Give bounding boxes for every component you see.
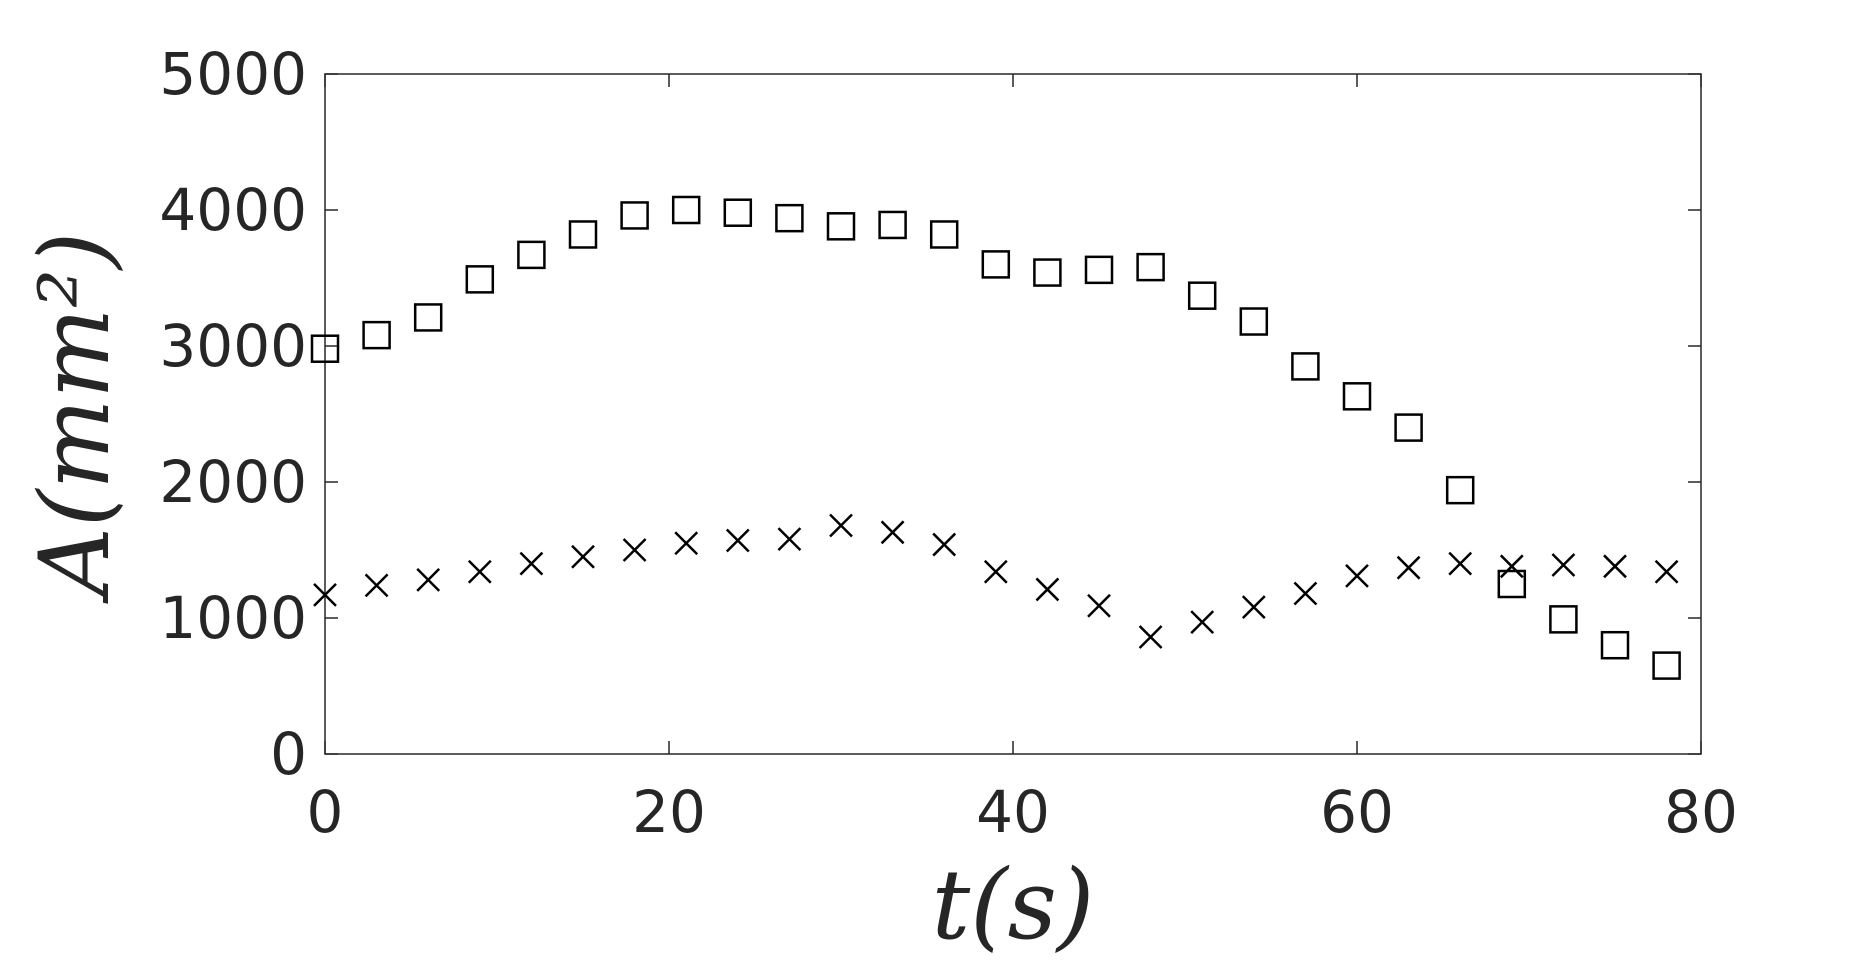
x-tick-label: 0 (307, 778, 344, 846)
series-x-markers (313, 513, 1679, 649)
y-tick-label: 3000 (159, 312, 307, 380)
data-point-square (1497, 569, 1527, 599)
data-point-square (1291, 352, 1320, 381)
data-point-square (1136, 252, 1165, 282)
y-tick-label: 0 (270, 720, 307, 788)
data-point-square (1239, 307, 1269, 336)
data-point-x (1345, 563, 1369, 588)
data-point-square (620, 201, 649, 230)
data-point-square (981, 250, 1011, 279)
data-point-square (517, 240, 546, 270)
data-point-square (1342, 382, 1372, 411)
data-point-x (1654, 559, 1679, 584)
data-point-x (313, 582, 337, 607)
y-tick-label: 2000 (159, 448, 307, 516)
data-point-x (1448, 551, 1473, 576)
data-point-square (878, 210, 907, 240)
data-point-x (467, 559, 492, 584)
x-axis-label: t(s) (932, 849, 1095, 961)
data-point-x (622, 538, 647, 562)
data-point-x (880, 520, 905, 545)
data-point-x (674, 531, 699, 556)
y-tick-label: 4000 (159, 176, 307, 244)
data-point-x (1396, 555, 1421, 580)
data-point-x (416, 568, 441, 592)
data-point-x (1138, 625, 1163, 649)
data-point-x (1241, 595, 1266, 620)
data-point-square (1652, 651, 1681, 680)
data-point-square (1394, 413, 1423, 442)
data-point-square (929, 220, 959, 249)
data-point-x (777, 527, 802, 552)
data-point-x (519, 551, 544, 576)
data-point-square (1187, 281, 1217, 310)
data-series (310, 195, 1681, 680)
axis-ticks (324, 73, 1702, 755)
x-tick-label: 20 (632, 778, 706, 846)
data-point-square (826, 212, 856, 241)
y-tick-label: 5000 (159, 40, 307, 108)
data-point-x (725, 528, 750, 553)
data-point-square (1084, 255, 1114, 285)
data-point-x (571, 544, 595, 569)
data-point-square (1033, 258, 1062, 287)
data-point-square (671, 195, 701, 225)
x-tick-label: 40 (976, 778, 1050, 846)
data-point-square (310, 334, 340, 363)
plot-area-frame (324, 73, 1702, 755)
data-point-x (829, 513, 853, 538)
x-tick-label: 80 (1664, 778, 1738, 846)
data-point-square (362, 320, 391, 350)
data-point-x (983, 559, 1008, 584)
data-point-square (413, 303, 443, 332)
data-point-square (723, 198, 753, 227)
data-point-square (1549, 605, 1578, 634)
data-point-x (1035, 577, 1060, 602)
data-point-x (932, 532, 957, 557)
data-point-square (1600, 630, 1630, 660)
data-point-x (1190, 610, 1215, 634)
data-point-x (1087, 593, 1111, 618)
data-point-square (568, 220, 598, 249)
axis-tick-labels: 0 20 40 60 80 0 1000 2000 3000 4000 5000 (159, 40, 1738, 846)
x-tick-label: 60 (1320, 778, 1394, 846)
data-point-x (364, 573, 389, 598)
data-point-x (1293, 581, 1318, 606)
data-point-x (1603, 554, 1627, 579)
data-point-x (1551, 553, 1576, 577)
series-square-markers (310, 195, 1681, 680)
data-point-x (1499, 554, 1524, 579)
y-tick-label: 1000 (159, 584, 307, 652)
data-point-square (465, 265, 495, 294)
y-axis-label: A(mm²) (19, 232, 131, 605)
data-point-square (775, 203, 804, 233)
data-point-square (1445, 475, 1475, 505)
